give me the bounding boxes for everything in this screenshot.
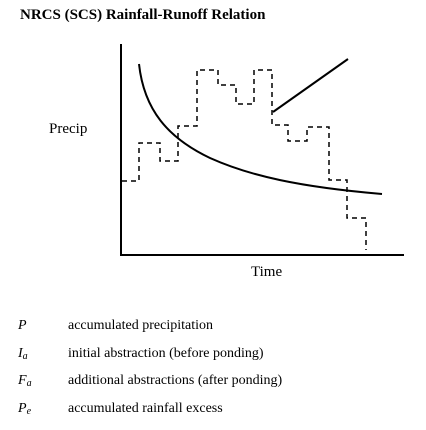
definition-text: accumulated rainfall excess	[68, 401, 223, 417]
definition-symbol: Pe	[18, 401, 31, 417]
definition-symbol: Fa	[18, 373, 32, 389]
y-axis-label: Precip	[49, 121, 87, 138]
definition-text: additional abstractions (after ponding)	[68, 373, 282, 389]
rainfall-hyetograph	[122, 70, 366, 250]
rainfall-runoff-diagram	[0, 0, 426, 300]
definition-text: initial abstraction (before ponding)	[68, 346, 264, 362]
definition-symbol: P	[18, 318, 27, 334]
definition-symbol: Ia	[18, 346, 28, 362]
definition-text: accumulated precipitation	[68, 318, 213, 334]
x-axis-label: Time	[251, 264, 282, 281]
infiltration-curve	[139, 64, 382, 194]
rainfall-excess-line	[273, 59, 348, 112]
